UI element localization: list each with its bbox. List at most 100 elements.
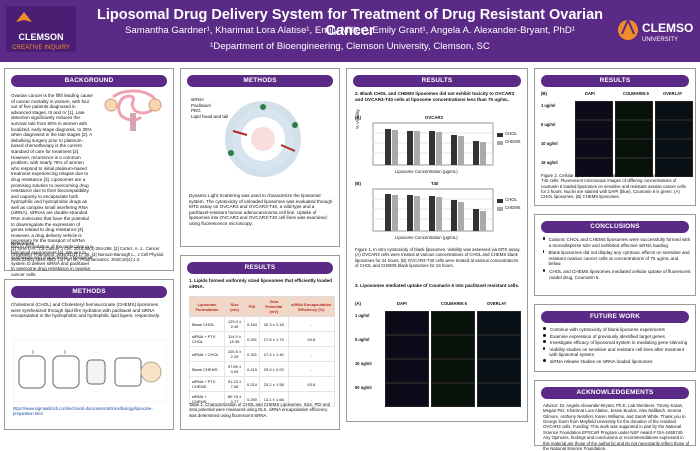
characterization-table-wrap: Liposome Formulation Size (nm) PDI Zeta …	[188, 296, 336, 407]
grid-b-row-4: 16 ug/ml	[541, 160, 558, 165]
grid-a-row-1: 1 ug/ml	[355, 313, 370, 318]
table-header-pdi: PDI	[243, 296, 261, 317]
background-section: BACKGROUND Ovarian cancer is the fifth l…	[4, 68, 174, 277]
grid-b-col-overlay: OVERLAY	[663, 91, 683, 96]
background-body: Ovarian cancer is the fifth leading caus…	[11, 93, 93, 277]
conclusion-text: Cationic CHOL and CHEMS liposomes were s…	[548, 237, 691, 248]
acknowledgements-section: ACKNOWLEDGEMENTS Advisor: Dr. Angela Ale…	[534, 380, 696, 451]
methods-left-link[interactable]: https://www.sigmaaldrich.com/technical-d…	[13, 406, 153, 416]
bullet-dot	[543, 250, 545, 254]
micrograph-a-overlay-3	[477, 359, 521, 383]
methods-left-section: METHODS Cholesterol (CHOL) and Cholester…	[4, 279, 174, 430]
chart-b-legend-chems: CHEMS	[505, 205, 521, 210]
future-text: Investigate efficacy of liposomal system…	[550, 340, 688, 346]
bullet-dot	[543, 268, 546, 272]
table-cell: -	[287, 346, 336, 362]
micrograph-a-dapi-3	[385, 359, 429, 383]
micrograph-b-dapi-1	[575, 101, 613, 120]
micrograph-b-coumarin-1	[615, 101, 653, 120]
table-cell: Blank CHEMS	[188, 361, 226, 377]
grid-b-row-3: 10 ug/ml	[541, 141, 558, 146]
table-cell: 91.23 ± 7.06	[224, 376, 245, 392]
viability-chart-ovcar3: (A) OVCAR3	[355, 109, 521, 177]
results-point-1: 1. Lipids formed uniformly sized liposom…	[189, 278, 332, 289]
table-row: siRNA + PTX CHOL 114.9 ± 10.35 0.251 27.…	[188, 331, 336, 347]
header-banner: CLEMSON CREATIVE INQUIRY Liposomal Drug …	[0, 0, 700, 62]
grid-a-col-dapi: DAPI	[397, 301, 407, 306]
poster-affiliation: ¹Department of Bioengineering, Clemson U…	[210, 41, 490, 52]
micrograph-b-overlay-4	[655, 158, 693, 177]
micrograph-a-overlay-2	[477, 335, 521, 359]
methods-center-section: METHODS siRNA Paclitaxel PEG	[180, 68, 340, 247]
conclusions-title: CONCLUSIONS	[541, 221, 689, 233]
table-cell: 27.6 ± 1.79	[259, 331, 289, 347]
table-cell: 0.250	[243, 391, 261, 407]
future-text: Examine expression of previously identif…	[550, 333, 665, 339]
micrograph-a-overlay-4	[477, 383, 521, 407]
table-row: Blank CHOL 123.0 ± 2.49 0.164 32.3 ± 2.1…	[188, 316, 336, 332]
table-row: siRNA + CHOL 100.5 ± 2.25 0.331 27.4 ± 1…	[188, 346, 336, 362]
table-row: Blank CHEMS 97.89 ± 0.09 0.219 29.0 ± 2.…	[188, 361, 336, 377]
table-cell: 0.214	[243, 376, 261, 392]
grid-a-row-4: 50 ug/ml	[355, 385, 372, 390]
grid-b-col-coumarin: COUMARIN 6	[623, 91, 649, 96]
future-work-list: Continue with cytotoxicity of blank lipo…	[543, 327, 691, 365]
chart-b-legend-chol: CHOL	[505, 197, 517, 202]
future-item: siRNA release studies on siRNA loaded li…	[543, 358, 691, 365]
micrograph-b-overlay-3	[655, 139, 693, 158]
chart-a-tag: (A)	[355, 115, 361, 120]
chart-a-legend-chol: CHOL	[505, 131, 517, 136]
legend-lipid: Lipid head and tail	[191, 113, 229, 119]
micrograph-b-overlay-2	[655, 120, 693, 139]
future-text: Continue with cytotoxicity of blank lipo…	[550, 327, 665, 332]
background-title: BACKGROUND	[11, 75, 167, 87]
methods-center-body: Dynamic Light Scattering was used to cha…	[189, 193, 333, 226]
grid-b-tag: (B)	[541, 91, 547, 96]
chart-a-ylabel: % Viability	[355, 109, 360, 129]
methods-center-legend: siRNA Paclitaxel PEG Lipid head and tail	[191, 97, 231, 119]
methods-center-title: METHODS	[187, 75, 333, 87]
column-3: RESULTS 2. Blank CHOL and CHEMS liposome…	[346, 68, 528, 422]
clemson-creative-inquiry-logo: CLEMSON CREATIVE INQUIRY	[6, 6, 76, 52]
micrograph-b-coumarin-3	[615, 139, 653, 158]
chart-b-tag: (B)	[355, 181, 361, 186]
conclusions-section: CONCLUSIONS Cationic CHOL and CHEMS lipo…	[534, 214, 696, 296]
grid-a-row-2: 5 ug/ml	[355, 337, 370, 342]
table-cell: -	[287, 316, 336, 332]
table-cell: siRNA + CHEMS	[188, 391, 226, 407]
acknowledgements-title: ACKNOWLEDGEMENTS	[541, 387, 689, 399]
table-caption: Table 1. Characterization of CHOL and CH…	[189, 402, 330, 418]
bullet-dot	[543, 358, 546, 362]
bullet-dot	[543, 327, 546, 330]
table-cell: 80.78 ± 0.77	[224, 391, 245, 407]
methods-left-figure	[12, 339, 168, 403]
results-center-title: RESULTS	[187, 262, 333, 274]
chart-b-xlabel: Liposome Concentration (μg/mL)	[395, 235, 458, 240]
references-title: References	[11, 241, 35, 246]
future-text: Viability studies on sensitive and resis…	[549, 346, 685, 358]
table-cell: 23.2 ± 1.58	[259, 376, 289, 392]
conclusion-item: Cationic CHOL and CHEMS liposomes were s…	[543, 237, 691, 248]
liposome-diagram	[189, 91, 333, 187]
table-cell: siRNA + PTX CHEMS	[188, 376, 226, 392]
poster-authors: Samantha Gardner¹, Kharimat Lora Alatise…	[124, 25, 575, 36]
micrograph-b-dapi-4	[575, 158, 613, 177]
table-cell: 93.6	[287, 376, 336, 392]
chart-a-xlabel: Liposome Concentration (μg/mL)	[395, 169, 458, 174]
ovary-illustration	[95, 87, 171, 141]
micrograph-a-coumarin-4	[431, 383, 475, 407]
micrograph-a-dapi-2	[385, 335, 429, 359]
references-body: [1] Torre L. A., Ca Cancer J Clin. 2018;…	[11, 246, 165, 263]
grid-a-tag: (A)	[355, 301, 361, 306]
micrograph-a-dapi-4	[385, 383, 429, 407]
clemson-university-logo: CLEMSON UNIVERSITY	[614, 10, 700, 50]
acknowledgements-body: Advisor: Dr. Angela Alexander-Bryant, Ph…	[543, 403, 690, 451]
left-logo-line1: CLEMSON	[19, 32, 64, 42]
bullet-dot	[543, 340, 546, 344]
table-cell: 29.0 ± 2.00	[259, 361, 289, 377]
table-cell: 27.4 ± 1.40	[259, 346, 289, 362]
future-item: Investigate efficacy of liposomal system…	[543, 340, 691, 346]
table-cell: 100.5 ± 2.25	[224, 346, 245, 362]
micrograph-a-coumarin-3	[431, 359, 475, 383]
